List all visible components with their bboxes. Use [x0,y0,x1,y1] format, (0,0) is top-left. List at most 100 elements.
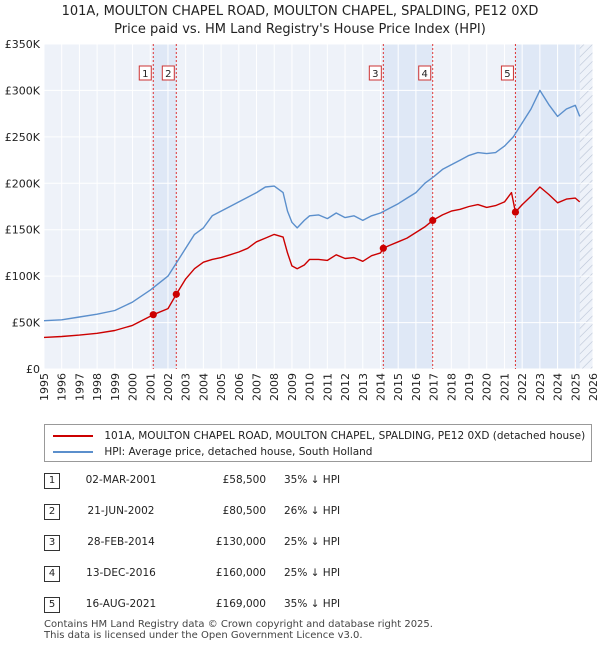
x-tick-label: 2019 [463,373,476,401]
sale-date: 16-AUG-2021 [85,598,157,610]
sale-marker-badge: 2 [161,65,175,81]
sale-number-badge: 3 [44,535,60,551]
y-tick-label: £300K [5,84,41,97]
legend-item-property: 101A, MOULTON CHAPEL ROAD, MOULTON CHAPE… [53,428,585,444]
sale-number-badge: 4 [44,566,60,582]
x-tick-label: 2024 [552,373,565,401]
x-tick-label: 2005 [215,373,228,401]
sale-row: 2 21-JUN-2002 £80,500 26% ↓ HPI [44,502,374,522]
sale-marker-box [368,65,382,81]
x-tick-label: 2022 [516,373,529,401]
sale-marker-label: 2 [165,69,171,80]
price-chart: 1 2 3 4 5 £0 £50K £100K £150K £200K £250K £300K £35… [5,38,600,401]
ownership-shade [515,44,580,369]
x-tick-label: 1999 [109,373,122,401]
sale-date: 02-MAR-2001 [85,474,157,486]
sale-number-badge: 5 [44,597,60,613]
sale-date: 21-JUN-2002 [87,505,155,517]
sale-row: 3 28-FEB-2014 £130,000 25% ↓ HPI [44,533,374,553]
x-tick-label: 2008 [268,373,281,401]
chart-title-line1: 101A, MOULTON CHAPEL ROAD, MOULTON CHAPE… [61,4,539,19]
sale-point [511,208,520,216]
y-tick-label: £200K [5,177,41,190]
x-tick-label: 2014 [374,373,387,401]
sale-hpi-diff: 25% ↓ HPI [284,536,341,548]
sale-hpi-diff: 25% ↓ HPI [284,567,341,579]
sale-hpi-diff: 35% ↓ HPI [284,598,341,610]
x-tick-label: 1997 [73,373,86,401]
sale-marker-badge: 3 [368,65,382,81]
sale-marker-label: 4 [422,69,428,80]
x-tick-label: 2006 [233,373,246,401]
x-tick-label: 2017 [428,373,441,401]
x-tick-label: 2002 [162,373,175,401]
sale-marker-label: 5 [504,69,510,80]
y-tick-label: £150K [5,224,41,237]
sale-marker-badge: 5 [500,65,514,81]
sale-number-badge: 2 [44,504,60,520]
sale-marker-box [418,65,432,81]
hpi-line [44,89,581,322]
y-tick-label: £250K [5,131,41,144]
sale-date: 13-DEC-2016 [86,567,156,579]
x-tick-label: 2003 [180,373,193,401]
sale-price: £58,500 [222,474,266,486]
sale-point [172,290,180,298]
x-tick-label: 2013 [357,373,370,401]
footer-copyright: Contains HM Land Registry data © Crown c… [44,619,433,630]
x-tick-label: 1998 [91,373,104,401]
sale-price: £160,000 [215,567,266,579]
x-tick-label: 2000 [127,373,140,401]
footer-license: This data is licensed under the Open Gov… [44,630,363,641]
sale-marker-box [500,65,514,81]
x-tick-label: 2016 [410,373,423,401]
sale-marker-box [161,65,175,81]
sale-price: £169,000 [215,598,266,610]
x-tick-label: 2001 [144,373,157,401]
sale-marker-label: 1 [142,69,148,80]
sale-price: £80,500 [222,505,266,517]
x-tick-label: 2010 [304,373,317,401]
legend-item-hpi: HPI: Average price, detached house, Sout… [53,444,372,460]
legend-hpi-swatch [53,451,93,453]
ownership-shade [153,44,177,369]
sale-number-badge: 1 [44,473,60,489]
sale-price: £130,000 [215,536,266,548]
sale-hpi-diff: 35% ↓ HPI [284,474,341,486]
sale-row: 4 13-DEC-2016 £160,000 25% ↓ HPI [44,564,374,584]
forecast-hatch [579,44,593,369]
y-tick-label: £50K [12,317,41,330]
sale-marker-badge: 1 [138,65,152,81]
property-price-line [44,186,581,339]
x-tick-label: 2020 [481,373,494,401]
x-tick-label: 2004 [197,373,210,401]
x-tick-label: 1996 [56,373,69,401]
plot-background [44,44,593,369]
chart-title: 101A, MOULTON CHAPEL ROAD, MOULTON CHAPE… [0,3,600,39]
sale-point [429,216,437,225]
sale-hpi-diff: 26% ↓ HPI [284,505,341,517]
sale-row: 1 02-MAR-2001 £58,500 35% ↓ HPI [44,471,374,491]
x-tick-label: 2012 [339,373,352,401]
x-tick-label: 2025 [569,373,582,401]
x-tick-label: 1995 [38,373,51,401]
sale-point [149,311,157,319]
sale-marker-badge: 4 [418,65,432,81]
x-tick-label: 2021 [498,373,511,401]
sale-marker-box [138,65,152,81]
ownership-shade [383,44,433,369]
x-tick-label: 2009 [286,373,299,401]
sale-point [379,244,387,252]
sale-row: 5 16-AUG-2021 £169,000 35% ↓ HPI [44,595,374,615]
footer: Contains HM Land Registry data © Crown c… [44,619,433,641]
y-tick-label: £350K [5,38,41,51]
legend: 101A, MOULTON CHAPEL ROAD, MOULTON CHAPE… [44,424,592,462]
x-tick-label: 2007 [251,373,264,401]
y-tick-label: £0 [26,363,40,376]
chart-title-line2: Price paid vs. HM Land Registry's House … [114,22,486,37]
sale-marker-label: 3 [372,69,378,80]
x-tick-label: 2023 [534,373,547,401]
x-tick-label: 2018 [445,373,458,401]
x-tick-label: 2026 [587,373,600,401]
x-tick-label: 2011 [321,373,334,401]
